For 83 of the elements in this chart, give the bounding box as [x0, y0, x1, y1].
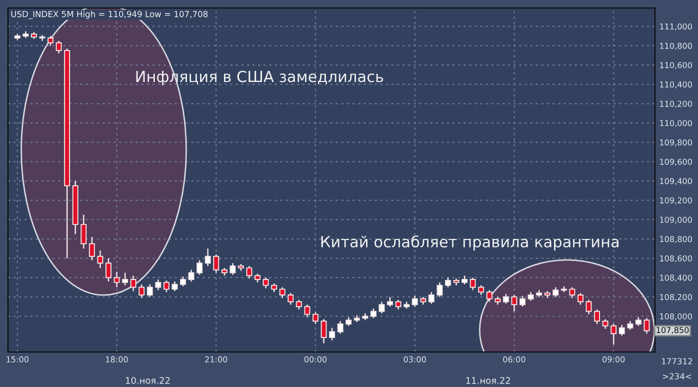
candlestick	[146, 284, 153, 298]
text: 11.ноя.22	[466, 377, 510, 384]
y-tick-label: 110,600	[660, 62, 692, 70]
candlestick	[262, 276, 269, 289]
annotation: 107,850	[656, 326, 689, 334]
y-tick-label: 110,200	[660, 100, 692, 108]
candlestick	[304, 304, 310, 318]
x-tick-label: 06:00	[503, 356, 526, 362]
y-tick-label: 110,000	[660, 120, 692, 127]
y-tick-label: 108,000	[660, 313, 692, 320]
candlestick	[552, 286, 559, 298]
candlestick	[370, 308, 376, 319]
candlestick	[155, 278, 162, 291]
candlestick	[296, 299, 302, 310]
text: >234<	[662, 373, 692, 380]
x-tick-label: 09:00	[602, 356, 625, 362]
x-tick-label: 18:00	[106, 356, 128, 362]
x-tick-label: 15:00	[6, 356, 28, 362]
x-tick-label: 03:00	[404, 356, 426, 362]
y-tick-label: 109,200	[660, 197, 692, 204]
candlestick	[486, 290, 492, 302]
candlestick	[470, 276, 476, 291]
candlestick	[618, 324, 625, 336]
y-tick-label: 108,600	[660, 255, 692, 262]
candlestick	[395, 299, 402, 310]
candlestick	[196, 260, 203, 276]
candlestick	[594, 308, 600, 325]
candlestick	[80, 214, 87, 250]
candlestick	[520, 295, 526, 308]
candlestick	[478, 284, 484, 296]
candlestick	[163, 280, 170, 293]
candlestick	[502, 293, 509, 304]
candlestick	[329, 327, 336, 342]
candlestick	[312, 312, 318, 325]
y-tick-label: 109,800	[660, 139, 692, 146]
y-tick-label: 108,200	[660, 294, 692, 301]
candlestick	[602, 318, 608, 330]
candlestick	[138, 284, 145, 299]
candlestick	[610, 323, 617, 346]
candlestick	[122, 272, 128, 286]
candlestick	[387, 296, 393, 308]
candlestick	[230, 262, 236, 276]
candlestick	[436, 282, 443, 298]
y-tick-label: 108,800	[660, 236, 692, 243]
candlestick	[428, 291, 434, 304]
candlestick	[172, 280, 178, 292]
candlestick	[88, 236, 95, 261]
annotation: Китай ослабляет правила карантина	[321, 235, 618, 250]
candlestick	[204, 248, 211, 267]
y-tick-label: 110,400	[660, 81, 692, 88]
chart-title: USD_INDEX 5M High = 110,949 Low = 107,708	[11, 10, 208, 20]
candlestick	[378, 301, 385, 314]
candlestick	[445, 276, 451, 288]
y-tick-label: 109,400	[660, 178, 692, 185]
candlestick	[337, 320, 344, 334]
candlestick	[644, 318, 650, 334]
candlestick	[213, 254, 220, 274]
candlestick	[130, 275, 136, 292]
candlestick	[97, 250, 104, 269]
candlestick	[180, 276, 186, 287]
y-tick-label: 108,400	[660, 274, 692, 282]
y-tick-label: 109,600	[660, 158, 692, 166]
candlestick	[320, 318, 327, 344]
y-tick-label: 109,000	[660, 216, 692, 224]
x-tick-label: 21:00	[205, 356, 228, 362]
candlestick	[412, 295, 418, 308]
candlestick	[188, 269, 194, 282]
candlestick	[56, 40, 62, 54]
y-tick-label: 111,000	[660, 23, 692, 30]
text: 177312	[662, 358, 692, 364]
candlestick	[106, 258, 112, 282]
candlestick	[114, 271, 120, 288]
candlestick	[511, 294, 518, 312]
candlestick	[288, 292, 294, 306]
candlestick	[586, 299, 592, 315]
candlestick	[578, 292, 584, 306]
candlestick	[246, 265, 252, 280]
y-tick-label: 110,800	[660, 42, 692, 50]
text: 10.ноя.22	[126, 377, 170, 384]
candlestick	[569, 286, 576, 299]
candlestick	[48, 35, 54, 46]
x-tick-label: 00:00	[304, 356, 327, 362]
candlestick	[279, 286, 286, 299]
